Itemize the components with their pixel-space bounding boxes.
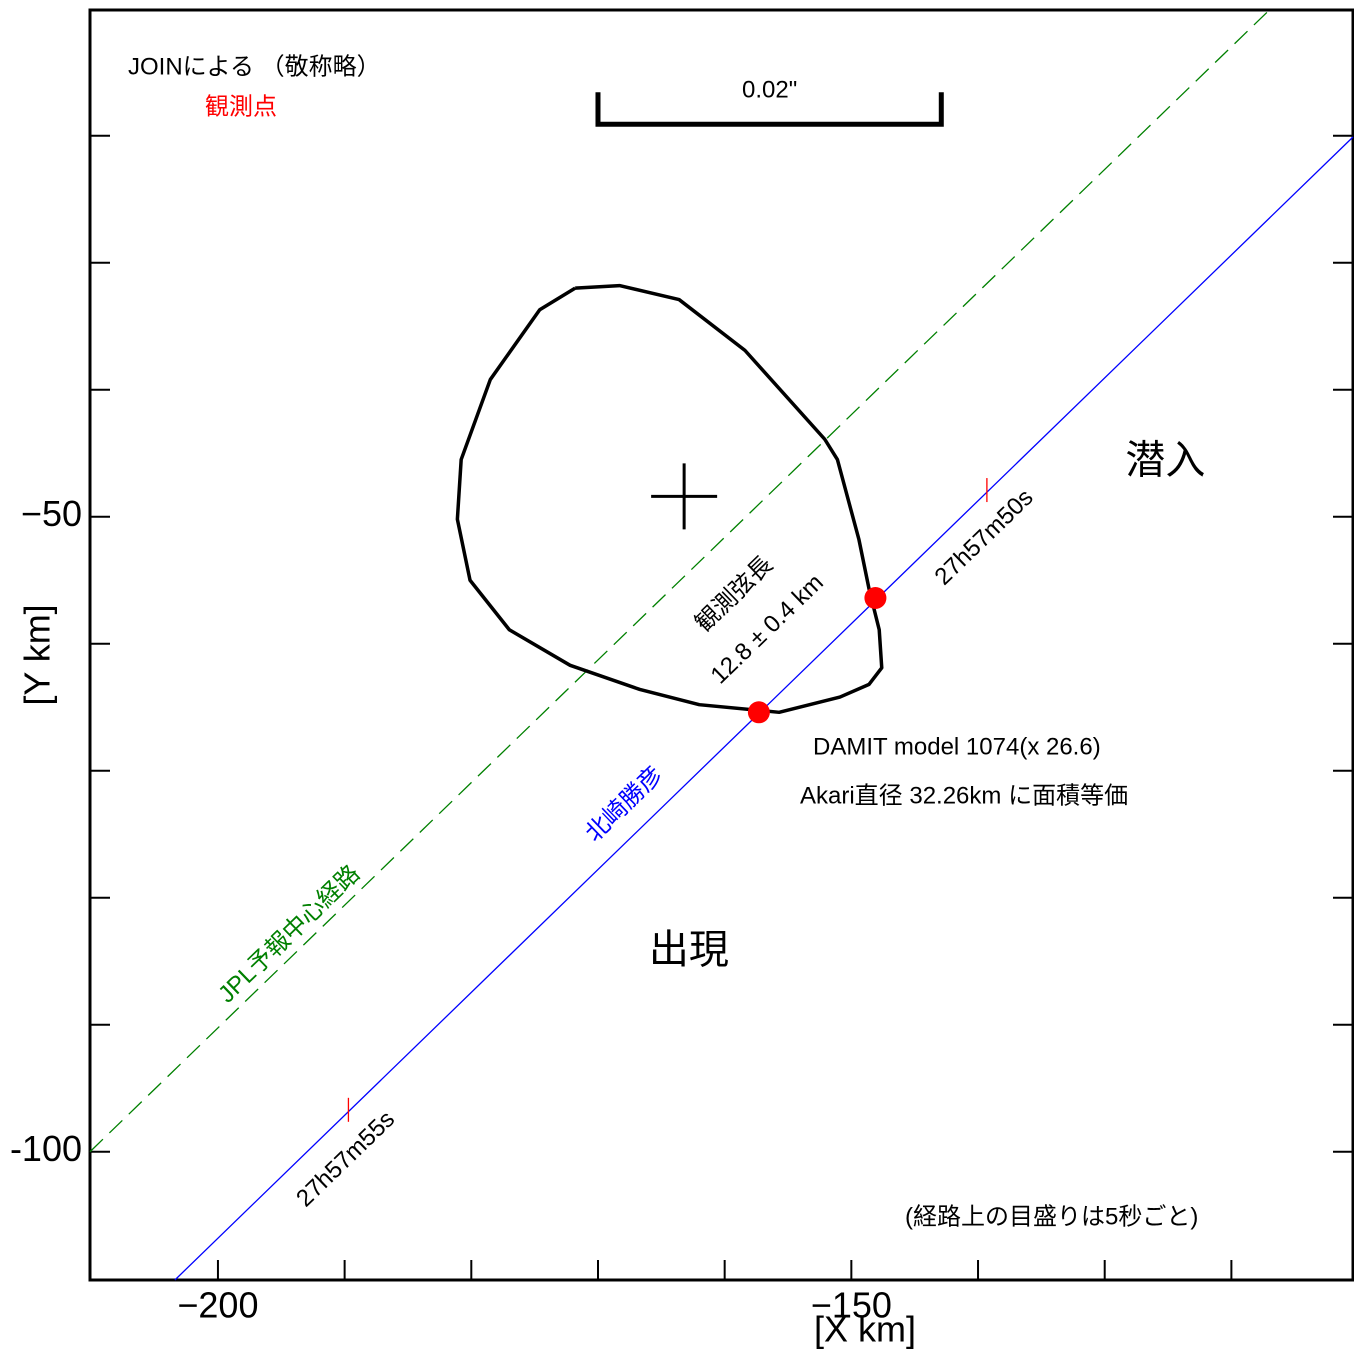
x-axis-label: [X km]	[814, 1309, 916, 1350]
plot-frame	[88, 8, 1354, 1282]
y-tick-label: −50	[21, 493, 82, 534]
path-line	[89, 9, 1270, 1153]
center-cross	[651, 463, 718, 530]
event-point	[747, 701, 770, 724]
y-tick-label: -100	[10, 1128, 82, 1169]
observer-heading: 観測点	[205, 93, 277, 120]
scale-bar	[595, 92, 944, 127]
path-label: JPL予報中心経路	[213, 860, 365, 1008]
model-note: DAMIT model 1074(x 26.6)	[813, 733, 1101, 760]
tick-note: (経路上の目盛りは5秒ごと)	[905, 1203, 1198, 1230]
event-label: 出現	[649, 928, 729, 972]
scale-bar-label: 0.02"	[742, 77, 797, 104]
header: JOINによる （敬称略）	[128, 53, 381, 80]
event-label: 潜入	[1125, 439, 1205, 483]
time-tick-label: 27h57m55s	[291, 1106, 400, 1213]
path-label: 北崎勝彦	[580, 761, 668, 847]
y-axis-label: [Y km]	[17, 604, 58, 705]
time-tick-label: 27h57m50s	[930, 484, 1039, 591]
asteroid-outline	[455, 283, 884, 715]
x-tick-label: −150	[811, 1285, 892, 1326]
x-tick-label: −200	[177, 1285, 258, 1326]
event-point	[864, 587, 887, 610]
area-note: Akari直径 32.26km に面積等価	[800, 782, 1128, 809]
